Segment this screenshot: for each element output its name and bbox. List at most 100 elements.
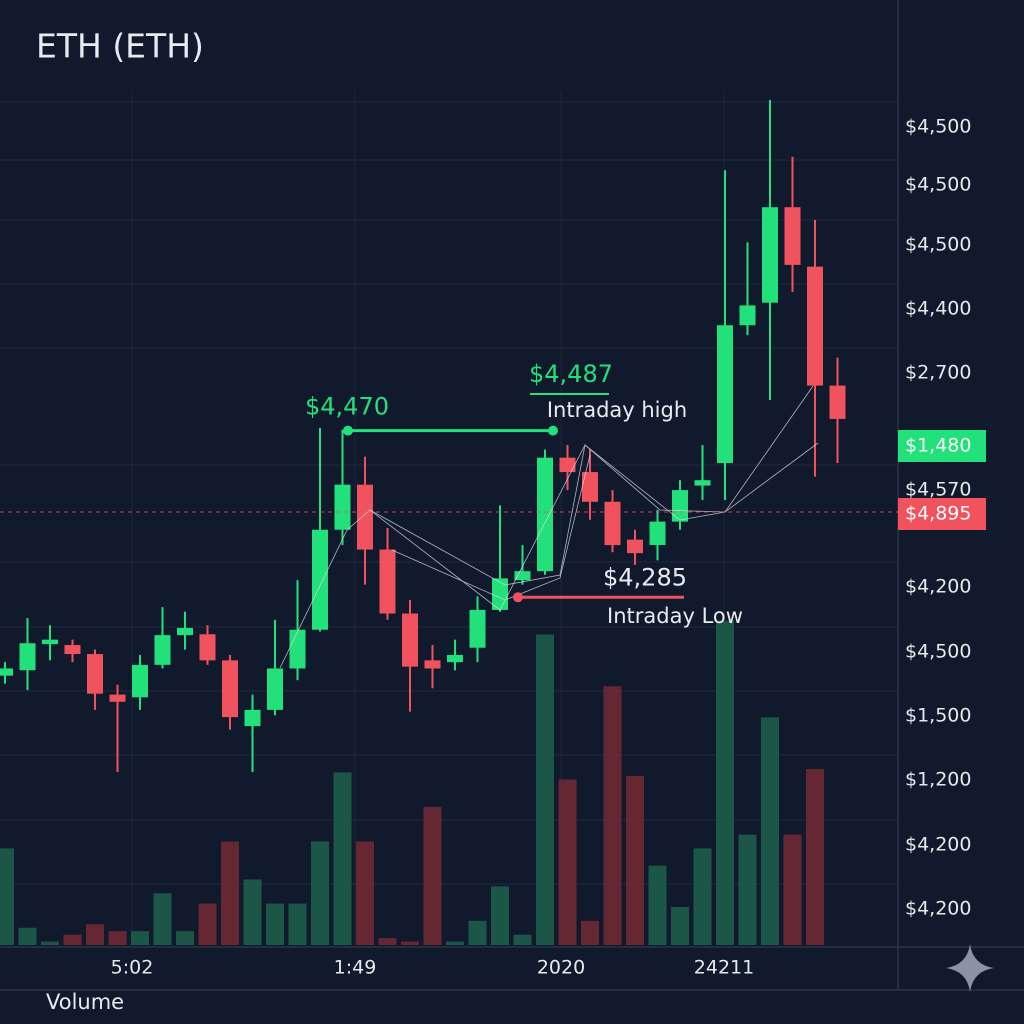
volume-bar: [783, 834, 802, 945]
price-badge: [898, 498, 986, 530]
candle-body: [649, 521, 666, 546]
trend-line: [369, 442, 819, 586]
candle-body: [222, 660, 238, 718]
volume-bar: [41, 941, 59, 945]
volume-bar: [0, 848, 14, 945]
candle-body: [0, 668, 13, 676]
low-marker-label: $4,285: [603, 563, 687, 591]
high-marker-label: $4,470: [305, 393, 389, 421]
candle-body: [762, 207, 778, 303]
volume-bar: [581, 920, 599, 945]
candle-body: [717, 325, 733, 464]
volume-bar: [693, 848, 712, 945]
volume-bar: [243, 879, 262, 945]
candle-body: [289, 629, 306, 669]
x-axis-label: 2020: [537, 957, 585, 979]
volume-bar: [491, 886, 509, 945]
candle-body: [132, 664, 148, 698]
candle-body: [604, 501, 621, 546]
y-axis-label: $4,200: [905, 834, 971, 856]
candles: [0, 100, 846, 773]
low-marker-dot: [513, 592, 523, 603]
volume-bar: [288, 903, 307, 945]
volume-bars: [0, 620, 824, 945]
logo-icon: [946, 944, 994, 992]
volume-bar: [761, 717, 779, 945]
volume-bar: [198, 903, 217, 945]
annotation-text: Intraday high: [547, 398, 687, 422]
candle-body: [694, 480, 711, 486]
candle-body: [582, 472, 598, 502]
volume-label: Volume: [46, 990, 124, 1014]
volume-bar: [333, 772, 352, 945]
price-badge: [898, 430, 986, 462]
annotation-price: $4,487: [529, 360, 613, 388]
y-axis-label: $4,500: [905, 641, 971, 663]
volume-bar: [558, 779, 577, 945]
volume-bar: [311, 841, 329, 945]
volume-bar: [626, 775, 644, 945]
x-axis-label: 1:49: [334, 957, 377, 979]
candle-body: [784, 207, 801, 265]
candle-body: [42, 639, 58, 645]
volume-bar: [176, 931, 194, 945]
candle-body: [64, 645, 81, 655]
candle-body: [357, 484, 373, 550]
y-axis-label: $4,400: [905, 298, 971, 320]
annotation-text: Intraday Low: [607, 604, 743, 628]
candle-body: [334, 484, 351, 530]
annotations: $4,470 $4,285 $1,480 $4,895: [0, 393, 986, 603]
volume-bar: [648, 865, 667, 945]
volume-bar: [446, 941, 464, 945]
y-axis-label: $4,500: [905, 116, 971, 138]
y-axis-label: $4,570: [905, 479, 971, 501]
candle-body: [469, 609, 486, 648]
y-axis-label: $1,200: [905, 769, 971, 791]
volume-bar: [18, 927, 37, 945]
volume-bar: [378, 938, 397, 945]
candle-body: [672, 490, 688, 522]
trend-lines: [279, 385, 819, 669]
volume-bar: [108, 931, 127, 945]
volume-bar: [513, 934, 532, 945]
candle-body: [514, 571, 531, 581]
y-axis-label: $4,200: [905, 898, 971, 920]
candle-body: [19, 643, 36, 671]
trend-line: [279, 385, 814, 669]
candle-body: [492, 578, 508, 610]
volume-bar: [86, 924, 104, 945]
x-axis-label: 5:02: [111, 957, 154, 979]
price-badge-label: $4,895: [905, 503, 971, 525]
candle-body: [199, 634, 216, 661]
price-badge-label: $1,480: [905, 435, 971, 457]
volume-bar: [603, 686, 622, 945]
volume-bar: [356, 841, 374, 945]
volume-bar: [738, 834, 757, 945]
candle-body: [424, 660, 441, 669]
candle-body: [447, 654, 463, 663]
volume-bar: [221, 841, 239, 945]
candle-body: [559, 457, 576, 473]
candle-body: [267, 668, 283, 710]
volume-bar: [536, 634, 554, 945]
y-axis-label: $4,200: [905, 576, 971, 598]
chart-title: ETH (ETH): [36, 27, 204, 66]
candle-body: [244, 709, 261, 727]
candle-body: [312, 529, 328, 630]
y-axis-label: $4,500: [905, 174, 971, 196]
candle-body: [739, 305, 756, 326]
volume-bar: [266, 903, 284, 945]
volume-bar: [131, 931, 149, 945]
volume-bar: [423, 807, 442, 945]
candle-body: [109, 694, 126, 702]
y-axis-label: $4,500: [905, 234, 971, 256]
candle-body: [154, 635, 171, 665]
candle-body: [177, 627, 193, 636]
candle-body: [807, 266, 823, 386]
high-marker-dot: [343, 425, 353, 436]
volume-bar: [806, 769, 824, 945]
candle-body: [402, 613, 418, 667]
volume-bar: [153, 893, 172, 945]
x-axis-label: 24211: [694, 957, 754, 979]
